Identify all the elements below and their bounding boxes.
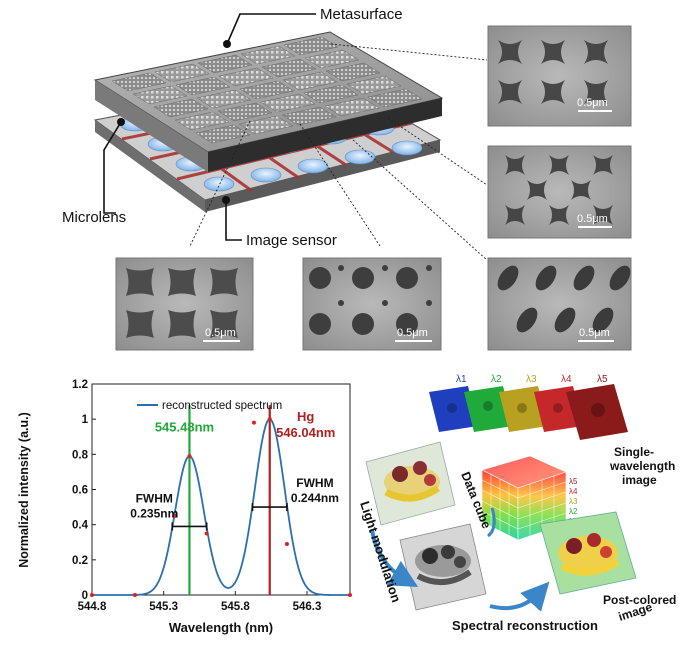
callout-lines bbox=[103, 13, 316, 241]
y-axis-label: Normalized intensity (a.u.) bbox=[17, 412, 31, 568]
band-image-5 bbox=[566, 384, 628, 440]
sample-marker bbox=[173, 513, 178, 518]
y-tick-label: 1 bbox=[82, 414, 89, 426]
guide-lines bbox=[189, 43, 488, 261]
post-colored-image bbox=[539, 511, 637, 595]
sem-panel-diagonal-holes: 0.5μm bbox=[487, 145, 632, 239]
y-tick-label: 0 bbox=[82, 590, 88, 602]
sample-marker bbox=[284, 542, 289, 547]
scale-bar-label: 0.5μm bbox=[577, 213, 608, 225]
sample-marker bbox=[251, 420, 256, 425]
x-tick-label: 545.8 bbox=[221, 601, 250, 613]
label-image-sensor: Image sensor bbox=[246, 232, 337, 249]
input-color-image bbox=[365, 441, 456, 526]
band-label-1: λ1 bbox=[456, 374, 467, 385]
fwhm-value: 0.244nm bbox=[291, 491, 339, 505]
fwhm-label: FWHM bbox=[136, 491, 173, 505]
fwhm-label: FWHM bbox=[296, 476, 333, 490]
band-label-2: λ2 bbox=[491, 374, 502, 385]
x-tick-label: 546.3 bbox=[293, 601, 322, 613]
legend-label: reconstructed spectrum bbox=[162, 400, 282, 412]
label-spectral-reconstruction: Spectral reconstruction bbox=[452, 618, 598, 633]
label-metasurface: Metasurface bbox=[320, 6, 403, 23]
cube-band-label-2: λ2 bbox=[569, 507, 578, 516]
metasurface-tiles bbox=[111, 36, 423, 144]
y-axis-ticks: 0 0.2 0.4 0.6 0.8 1 1.2 bbox=[72, 379, 96, 602]
single-wavelength-stack: λ1 λ2 λ3 λ4 λ5 bbox=[429, 374, 628, 440]
reconstruction-workflow: λ1 λ2 λ3 λ4 λ5 Single- wavelength image bbox=[357, 374, 679, 633]
band-label-5: λ5 bbox=[597, 374, 608, 385]
device-stack: Metasurface Microlens Image sensor bbox=[62, 6, 488, 261]
modulated-gray-image bbox=[399, 523, 487, 611]
sem-panel-crosses: 0.5μm bbox=[487, 25, 632, 127]
x-axis-label: Wavelength (nm) bbox=[169, 620, 273, 635]
label-single-wavelength: Single- wavelength image bbox=[609, 445, 679, 487]
sample-marker bbox=[204, 531, 209, 536]
y-tick-label: 0.2 bbox=[72, 555, 88, 567]
cube-band-label-3: λ3 bbox=[569, 497, 578, 506]
sem-panel-tilted-ellipses: 0.5μm bbox=[487, 257, 632, 351]
sem-panel-pillow-squares: 0.5μm bbox=[115, 257, 254, 351]
scale-bar-label: 0.5μm bbox=[397, 327, 428, 339]
band-label-3: λ3 bbox=[526, 374, 537, 385]
x-tick-label: 544.8 bbox=[78, 601, 107, 613]
scale-bar-label: 0.5μm bbox=[205, 327, 236, 339]
label-microlens: Microlens bbox=[62, 209, 126, 226]
sample-marker bbox=[267, 417, 272, 422]
arrow-spectral-reconstruction bbox=[489, 581, 550, 612]
sample-marker bbox=[187, 454, 192, 459]
arrow-to-cube bbox=[486, 507, 496, 538]
cube-band-label-5: λ5 bbox=[569, 477, 578, 486]
sem-panel-circles-dots: 0.5μm bbox=[302, 257, 442, 351]
sample-marker bbox=[133, 593, 137, 597]
band-label-4: λ4 bbox=[561, 374, 572, 385]
x-tick-label: 545.3 bbox=[149, 601, 178, 613]
sample-markers bbox=[90, 417, 352, 597]
arrow-light-modulation bbox=[370, 529, 419, 587]
scale-bar-label: 0.5μm bbox=[577, 97, 608, 109]
scale-bar-label: 0.5μm bbox=[579, 327, 610, 339]
cube-band-label-4: λ4 bbox=[569, 487, 578, 496]
spectrum-chart: 0 0.2 0.4 0.6 0.8 1 1.2 544.8 545.3 545.8 546.3 5… bbox=[17, 379, 352, 635]
reference-label: 545.48nm bbox=[155, 419, 214, 434]
y-tick-label: 0.6 bbox=[72, 485, 88, 497]
label-post-colored: Post-colored bbox=[603, 593, 676, 607]
sample-marker bbox=[348, 593, 352, 597]
reference-label-top: Hg bbox=[297, 409, 314, 424]
sample-marker bbox=[90, 593, 94, 597]
x-axis-ticks: 544.8 545.3 545.8 546.3 bbox=[78, 591, 322, 613]
y-tick-label: 1.2 bbox=[72, 379, 88, 391]
fwhm-value: 0.235nm bbox=[130, 506, 178, 520]
legend: reconstructed spectrum bbox=[137, 400, 282, 412]
reference-label: 546.04nm bbox=[276, 425, 335, 440]
y-tick-label: 0.4 bbox=[72, 520, 89, 532]
y-tick-label: 0.8 bbox=[72, 449, 89, 461]
